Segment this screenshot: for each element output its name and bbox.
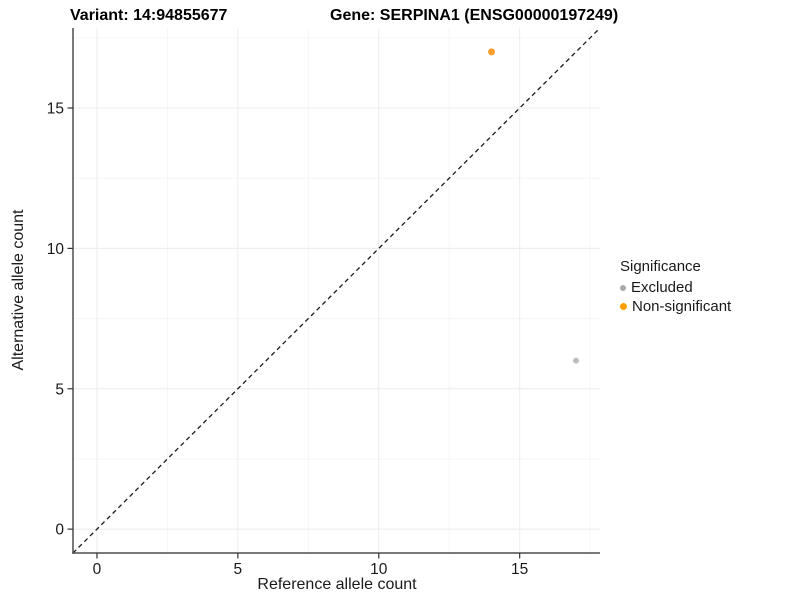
y-axis-tick-label: 15: [47, 101, 64, 118]
legend-item-label: Excluded: [631, 279, 693, 296]
data-point-excluded: [573, 357, 580, 364]
x-axis-tick-label: 15: [511, 561, 528, 578]
y-axis-tick-label: 0: [55, 522, 64, 539]
identity-line: [72, 27, 601, 554]
y-axis-label: Alternative allele count: [10, 209, 27, 371]
legend-item-excluded: Excluded: [620, 278, 731, 297]
x-axis-tick-label: 5: [234, 561, 243, 578]
x-axis-tick-label: 0: [93, 561, 102, 578]
legend-item-label: Non-significant: [632, 298, 732, 315]
y-axis-tick-label: 5: [55, 381, 64, 398]
non-significant-marker-icon: [620, 303, 627, 310]
gene-title: Gene: SERPINA1 (ENSG00000197249): [330, 7, 619, 24]
legend: Significance Excluded Non-significant: [620, 258, 731, 316]
x-axis-label: Reference allele count: [257, 576, 417, 593]
x-axis-tick-label: 10: [370, 561, 388, 578]
data-point-non-significant: [488, 48, 495, 56]
legend-title: Significance: [620, 258, 701, 275]
excluded-marker-icon: [620, 284, 626, 291]
y-axis-tick-label: 10: [47, 241, 65, 258]
variant-title: Variant: 14:94855677: [70, 7, 228, 24]
legend-item-non-significant: Non-significant: [620, 297, 731, 316]
